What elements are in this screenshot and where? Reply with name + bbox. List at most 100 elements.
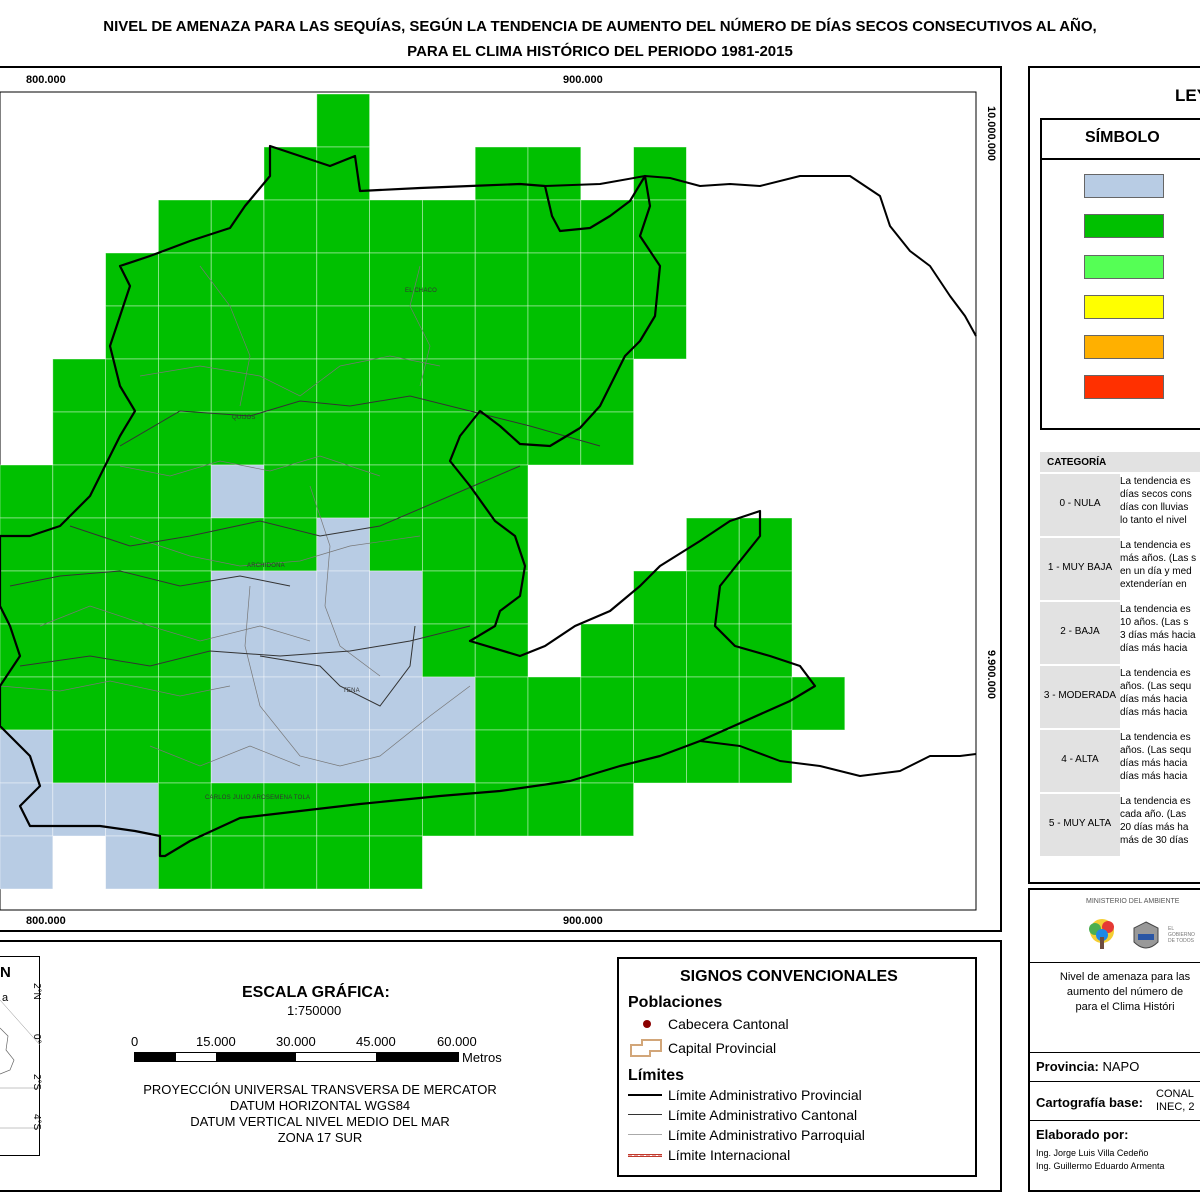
raster-cell (474, 570, 529, 625)
raster-cell (580, 305, 634, 360)
place-archidona: ARCHIDONA (247, 563, 285, 569)
raster-cell (157, 464, 212, 519)
raster-cell (0, 676, 54, 731)
bottom-panel (0, 940, 1002, 1192)
desc-line-1: Nivel de amenaza para las (1059, 971, 1191, 983)
symbol-header: SÍMBOLO (1085, 129, 1160, 146)
ecuador-shield-logo (1133, 921, 1159, 949)
raster-cell (316, 570, 370, 625)
populations-title: Poblaciones (628, 994, 723, 1011)
raster-cell (686, 729, 740, 784)
legend-header-divider (1040, 158, 1200, 160)
raster-cell (105, 464, 159, 519)
raster-cell (633, 146, 687, 201)
neighbor-boundary (544, 175, 977, 337)
projection-line-2: DATUM HORIZONTAL WGS84 (229, 1098, 411, 1113)
lat-2s: 2°S (31, 1074, 42, 1091)
raster-cell (52, 517, 106, 572)
projection-line-1: PROYECCIÓN UNIVERSAL TRANSVERSA DE MERCA… (143, 1082, 497, 1097)
raster-cell (316, 623, 370, 678)
raster-cell (0, 835, 54, 890)
raster-cell (474, 146, 529, 201)
legend-inner-box (1040, 118, 1200, 430)
category-name: 0 - NULA (1059, 498, 1101, 509)
ministry-tree-logo (1089, 919, 1114, 949)
raster-cell (52, 782, 106, 837)
raster-cell (263, 517, 318, 572)
raster-cell (474, 464, 529, 519)
raster-cell (316, 411, 370, 466)
raster-cell (263, 305, 318, 360)
capital-provincial-label: Capital Provincial (668, 1040, 777, 1056)
raster-cell (105, 517, 159, 572)
raster-cell (474, 252, 529, 307)
legend-swatch (1084, 255, 1164, 279)
raster-cell (369, 835, 423, 890)
raster-cell (369, 199, 423, 254)
limit-parroquial-label: Límite Administrativo Parroquial (668, 1127, 865, 1143)
raster-cell (686, 623, 740, 678)
province-row: Provincia: NAPO (1036, 1059, 1139, 1074)
category-name: 5 - MUY ALTA (1048, 818, 1112, 829)
base-value: CONAL INEC, 2 (1156, 1088, 1195, 1114)
raster-cell (580, 358, 634, 413)
locator-box (0, 956, 40, 1156)
raster-cell (421, 411, 476, 466)
elaborated-label: Elaborado por: (1036, 1127, 1129, 1142)
raster-cell (210, 199, 265, 254)
raster-cell (369, 782, 423, 837)
category-name: 1 - MUY BAJA (1047, 562, 1113, 573)
province-value: NAPO (1102, 1059, 1140, 1074)
legend-title: LEY (1175, 86, 1200, 105)
legend-swatch (1084, 174, 1164, 198)
limit-internacional-label: Límite Internacional (668, 1147, 791, 1163)
desc-line-2: aumento del número de (1066, 986, 1184, 998)
raster-cell (157, 676, 212, 731)
limits-title: Límites (628, 1067, 685, 1084)
raster-cell (263, 252, 318, 307)
category-row: 3 - MODERADA La tendencia es años. (Las s… (1040, 666, 1200, 728)
province-boundary (0, 144, 817, 858)
raster-cell (474, 305, 529, 360)
raster-cell (210, 358, 265, 413)
map-frame (0, 91, 977, 911)
raster-cell (527, 782, 582, 837)
raster-cell (580, 676, 634, 731)
raster-cell (369, 252, 423, 307)
base-value-2: INEC, 2 (1156, 1101, 1195, 1113)
gov-text: EL GOBIERNO DE TODOS (1168, 926, 1195, 944)
raster-cell (157, 411, 212, 466)
raster-cell (421, 623, 476, 678)
raster-cell (263, 623, 318, 678)
raster-cell (157, 782, 212, 837)
raster-cell (527, 305, 582, 360)
raster-cell (580, 782, 634, 837)
base-value-1: CONAL (1156, 1088, 1194, 1100)
category-row: 0 - NULA La tendencia es días secos cons … (1040, 474, 1200, 536)
raster-cell (421, 305, 476, 360)
title-line-2: PARA EL CLIMA HISTÓRICO DEL PERIODO 1981… (407, 43, 793, 60)
raster-cell (52, 358, 106, 413)
raster-cell (316, 93, 370, 148)
raster-cell (474, 411, 529, 466)
raster-cell (263, 411, 318, 466)
raster-cell (316, 729, 370, 784)
raster-cell (0, 729, 54, 784)
category-description: La tendencia es días secos cons días con… (1120, 474, 1200, 536)
raster-cell (157, 570, 212, 625)
scale-ratio: 1:750000 (287, 1003, 342, 1018)
scale-tick-30000: 30.000 (276, 1034, 316, 1049)
category-description: La tendencia es años. (Las sequ días más… (1120, 730, 1200, 792)
y-tick-9900000: 9.900.000 (985, 650, 997, 699)
raster-cell (263, 146, 318, 201)
raster-cell (686, 676, 740, 731)
raster-cell (369, 305, 423, 360)
raster-cell (527, 252, 582, 307)
raster-cell (421, 517, 476, 572)
category-description: La tendencia es años. (Las sequ días más… (1120, 666, 1200, 728)
legend-swatch (1084, 214, 1164, 238)
raster-cell (369, 464, 423, 519)
raster-cell (105, 570, 159, 625)
raster-cell (52, 570, 106, 625)
projection-line-3: DATUM VERTICAL NIVEL MEDIO DEL MAR (190, 1114, 450, 1129)
